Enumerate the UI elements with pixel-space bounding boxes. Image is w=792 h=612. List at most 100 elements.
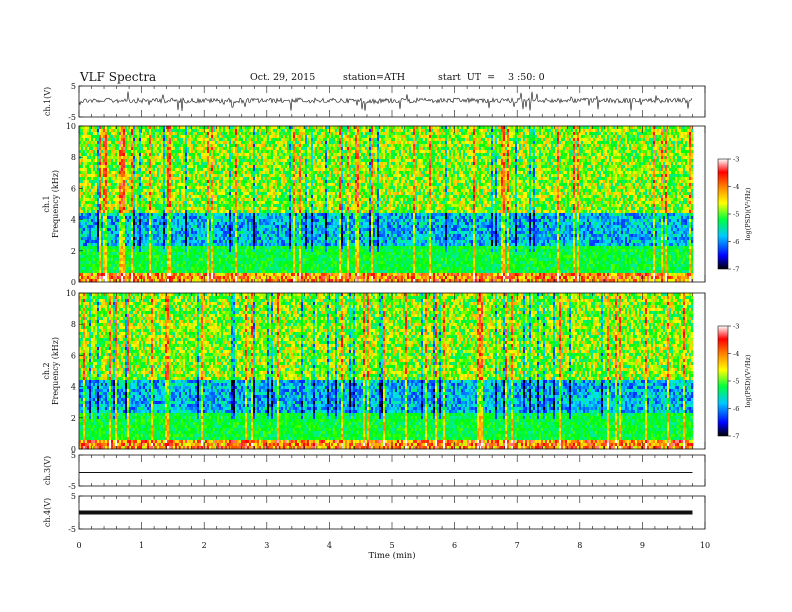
- ch1-spectrogram-cell: [119, 231, 121, 234]
- ch1-spectrogram-cell: [97, 165, 99, 168]
- ch1-spectrogram-cell: [105, 231, 107, 234]
- ch1-spectrogram-cell: [117, 216, 119, 219]
- ch1-spectrogram-cell: [95, 216, 97, 219]
- ch1-spectrogram-cell: [109, 138, 111, 141]
- ch1-spectrogram-cell: [103, 135, 105, 138]
- ch1-spectrogram-cell: [83, 213, 85, 216]
- ch1-spectrogram-cell: [97, 201, 99, 204]
- ch1-spectrogram-cell: [101, 162, 103, 165]
- ch1-spectrogram-cell: [113, 159, 115, 162]
- ch1-spectrogram-cell: [101, 219, 103, 222]
- ch1-spectrogram-cell: [113, 135, 115, 138]
- ch1-spectrogram-cell: [101, 150, 103, 153]
- ch1-spectrogram-cell: [107, 204, 109, 207]
- ch1-spectrogram-cell: [89, 165, 91, 168]
- ch1-spectrogram-cell: [113, 228, 115, 231]
- ch1-spectrogram-cell: [97, 270, 99, 273]
- ch1-spectrogram-cell: [93, 210, 95, 213]
- ch1-spectrogram-cell: [101, 273, 103, 276]
- ch1-spectrogram-cell: [119, 273, 121, 276]
- ch1-spectrogram-cell: [93, 144, 95, 147]
- ch1-spectrogram-cell: [89, 174, 91, 177]
- ch1-spectrogram-cell: [99, 156, 101, 159]
- ch1-spectrogram-cell: [125, 138, 127, 141]
- ch1-spectrogram-cell: [103, 219, 105, 222]
- ch1-spectrogram-cell: [87, 231, 89, 234]
- ch1-spectrogram-cell: [101, 171, 103, 174]
- ch1-spectrogram-cell: [101, 225, 103, 228]
- ch1-spectrogram-cell: [97, 138, 99, 141]
- ch1-spectrogram-cell: [89, 177, 91, 180]
- ch1-spectrogram-cell: [81, 153, 83, 156]
- ch1-spectrogram-cell: [85, 249, 87, 252]
- ch1-spectrogram-cell: [111, 132, 113, 135]
- ch1-spectrogram-cell: [113, 264, 115, 267]
- ch1-spectrogram-cell: [97, 222, 99, 225]
- ch1-spectrogram-cell: [95, 264, 97, 267]
- ch1-spectrogram-cell: [97, 153, 99, 156]
- ch1-spectrogram-cell: [83, 132, 85, 135]
- ch1-spectrogram-cell: [121, 216, 123, 219]
- ch1-spectrogram-cell: [83, 267, 85, 270]
- ch1-spectrogram-cell: [89, 249, 91, 252]
- ch1-spectrogram-cell: [81, 270, 83, 273]
- ch1-spectrogram-cell: [117, 225, 119, 228]
- ch1-spectrogram-cell: [111, 153, 113, 156]
- ch1-spectrogram-cell: [93, 135, 95, 138]
- ch1-spectrogram-cell: [113, 195, 115, 198]
- ch1-spectrogram-cell: [87, 273, 89, 276]
- ch1-spectrogram-cell: [105, 132, 107, 135]
- ch1-spectrogram-cell: [125, 228, 127, 231]
- ch1-spectrogram-cell: [91, 255, 93, 258]
- ch1-spectrogram-cell: [103, 150, 105, 153]
- ch1-spectrogram-cell: [105, 213, 107, 216]
- ch1-spectrogram-cell: [125, 249, 127, 252]
- ch1-spectrogram-cell: [85, 189, 87, 192]
- ch1-spectrogram-cell: [113, 186, 115, 189]
- ch1-spectrogram-cell: [81, 147, 83, 150]
- ch1-spectrogram-cell: [103, 210, 105, 213]
- ch1-spectrogram-cell: [87, 237, 89, 240]
- ch1-spectrogram-cell: [85, 234, 87, 237]
- ch1-spectrogram-cell: [91, 198, 93, 201]
- ch1-spectrogram-cell: [103, 246, 105, 249]
- ch1-spectrogram-cell: [117, 153, 119, 156]
- ch1-spectrogram-cell: [115, 201, 117, 204]
- ch1-spectrogram-cell: [107, 261, 109, 264]
- ch1-spectrogram-cell: [93, 150, 95, 153]
- ch1-spectrogram-cell: [81, 129, 83, 132]
- ch1-spectrogram-cell: [81, 231, 83, 234]
- ch1-spectrogram-cell: [117, 186, 119, 189]
- ch1-spectrogram-cell: [121, 189, 123, 192]
- ch1-spectrogram-cell: [111, 180, 113, 183]
- ch1-spectrogram-cell: [81, 204, 83, 207]
- ch1-spectrogram-cell: [107, 126, 109, 129]
- ch1-spectrogram-cell: [99, 186, 101, 189]
- ch1-spectrogram-cell: [89, 273, 91, 276]
- ch1-spectrogram-cell: [121, 261, 123, 264]
- ch1-spectrogram-cell: [93, 126, 95, 129]
- ch1-spectrogram-cell: [105, 237, 107, 240]
- ch1-spectrogram-cell: [99, 246, 101, 249]
- ch1-spectrogram-cell: [85, 237, 87, 240]
- ch1-spectrogram-cell: [113, 270, 115, 273]
- ch1-spectrogram-cell: [117, 219, 119, 222]
- ch1-spectrogram-cell: [89, 168, 91, 171]
- ch1-spectrogram-cell: [91, 144, 93, 147]
- ch1-spectrogram-cell: [91, 216, 93, 219]
- ch1-spectrogram-cell: [101, 276, 103, 279]
- ch1-spectrogram-cell: [105, 147, 107, 150]
- spectrogram-layer: [79, 126, 705, 449]
- ch1-spectrogram-cell: [109, 228, 111, 231]
- ch1-spectrogram-cell: [85, 150, 87, 153]
- ch1-spectrogram-cell: [123, 276, 125, 279]
- ch1-spectrogram-cell: [123, 198, 125, 201]
- ch1-spectrogram-cell: [123, 195, 125, 198]
- ch1-spectrogram-cell: [101, 156, 103, 159]
- ch1-spectrogram-cell: [105, 243, 107, 246]
- ch1-spectrogram-cell: [123, 216, 125, 219]
- ch1-spectrogram-cell: [115, 132, 117, 135]
- ch1-spectrogram-cell: [109, 255, 111, 258]
- ch1-spectrogram-cell: [97, 198, 99, 201]
- ch1-spectrogram-cell: [91, 276, 93, 279]
